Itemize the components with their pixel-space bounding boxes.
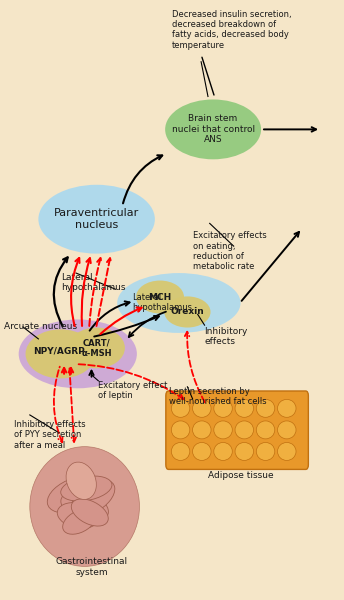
Text: Lateral
hypothalamus: Lateral hypothalamus: [132, 293, 193, 312]
Ellipse shape: [68, 328, 125, 368]
Text: Inhibitory
effects: Inhibitory effects: [205, 327, 248, 346]
Ellipse shape: [171, 442, 190, 460]
Ellipse shape: [214, 400, 232, 418]
Text: MCH: MCH: [148, 293, 172, 302]
Text: Inhibitory effects
of PYY secretion
after a meal: Inhibitory effects of PYY secretion afte…: [14, 420, 86, 449]
Text: Adipose tissue: Adipose tissue: [208, 470, 273, 479]
Ellipse shape: [256, 442, 275, 460]
Ellipse shape: [235, 421, 254, 439]
Ellipse shape: [63, 509, 96, 534]
Text: Arcuate nucleus: Arcuate nucleus: [4, 322, 77, 331]
Text: Lateral
hypothalamus: Lateral hypothalamus: [61, 273, 125, 292]
Text: Orexin: Orexin: [171, 307, 204, 316]
Ellipse shape: [214, 421, 232, 439]
Ellipse shape: [71, 499, 108, 526]
Ellipse shape: [193, 400, 211, 418]
Ellipse shape: [165, 100, 261, 160]
Ellipse shape: [235, 400, 254, 418]
Ellipse shape: [136, 281, 184, 313]
Text: Paraventricular
nucleus: Paraventricular nucleus: [54, 208, 139, 230]
Ellipse shape: [256, 400, 275, 418]
Text: CART/
α-MSH: CART/ α-MSH: [82, 338, 112, 358]
Ellipse shape: [193, 421, 211, 439]
Ellipse shape: [171, 400, 190, 418]
Ellipse shape: [30, 446, 139, 566]
Ellipse shape: [57, 503, 98, 529]
Text: Leptin secretion by
well-nourished fat cells: Leptin secretion by well-nourished fat c…: [169, 387, 266, 406]
Ellipse shape: [66, 462, 96, 499]
Ellipse shape: [214, 442, 232, 460]
Ellipse shape: [39, 185, 155, 254]
Text: Excitatory effect
of leptin: Excitatory effect of leptin: [98, 381, 168, 400]
Text: NPY/AGRP: NPY/AGRP: [33, 346, 85, 355]
Ellipse shape: [61, 476, 112, 501]
Text: Excitatory effects
on eating,
reduction of
metabolic rate: Excitatory effects on eating, reduction …: [193, 231, 266, 271]
Ellipse shape: [256, 421, 275, 439]
Ellipse shape: [72, 480, 115, 515]
Ellipse shape: [193, 442, 211, 460]
FancyBboxPatch shape: [166, 391, 308, 469]
Text: Brain stem
nuclei that control
ANS: Brain stem nuclei that control ANS: [172, 115, 255, 144]
Ellipse shape: [19, 319, 137, 388]
Ellipse shape: [25, 329, 96, 379]
Ellipse shape: [278, 442, 296, 460]
Ellipse shape: [61, 491, 108, 522]
Text: Decreased insulin secretion,
decreased breakdown of
fatty acids, decreased body
: Decreased insulin secretion, decreased b…: [172, 10, 292, 50]
Ellipse shape: [278, 421, 296, 439]
Ellipse shape: [171, 421, 190, 439]
Ellipse shape: [47, 476, 101, 513]
Ellipse shape: [117, 273, 240, 333]
Text: Gastrointestinal
system: Gastrointestinal system: [55, 557, 128, 577]
Ellipse shape: [164, 296, 211, 328]
Ellipse shape: [278, 400, 296, 418]
Ellipse shape: [235, 442, 254, 460]
